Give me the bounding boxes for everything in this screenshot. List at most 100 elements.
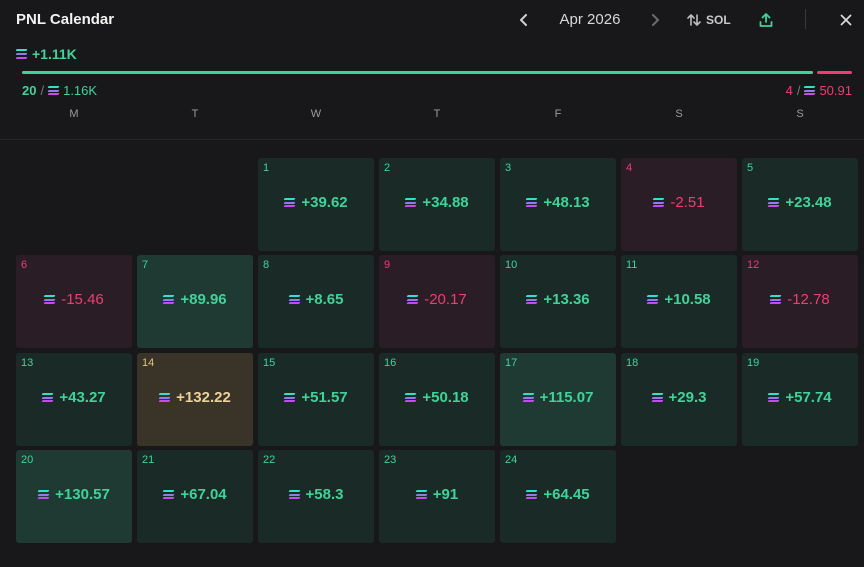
close-icon (840, 14, 852, 26)
day-cell[interactable]: 4 -2.51 (621, 158, 737, 251)
day-pnl: +130.57 (16, 486, 132, 503)
day-pnl-value: +8.65 (305, 291, 344, 308)
weekday-label: T (433, 108, 441, 120)
sol-icon (651, 392, 663, 403)
day-cell[interactable]: 16 +50.18 (379, 353, 495, 446)
day-pnl: -20.17 (379, 291, 495, 308)
day-cell[interactable]: 20 +130.57 (16, 450, 132, 543)
day-cell[interactable]: 13 +43.27 (16, 353, 132, 446)
sol-icon (525, 294, 538, 305)
sol-icon (404, 392, 417, 403)
day-cell[interactable]: 19 +57.74 (742, 353, 858, 446)
total-pnl-value: +1.11K (32, 46, 77, 62)
sol-icon (652, 197, 665, 208)
day-pnl: +51.57 (258, 389, 374, 406)
day-pnl: -2.51 (621, 194, 737, 211)
day-number: 8 (263, 259, 270, 271)
day-cell[interactable]: 2 +34.88 (379, 158, 495, 251)
sol-icon (767, 392, 780, 403)
day-cell[interactable]: 24 +64.45 (500, 450, 616, 543)
prev-month-button[interactable] (514, 10, 534, 30)
chevron-right-icon (652, 14, 659, 26)
day-pnl: +57.74 (742, 389, 858, 406)
sol-icon (37, 489, 50, 500)
day-pnl-value: -15.46 (61, 291, 104, 308)
close-button[interactable] (835, 9, 857, 31)
day-pnl: +48.13 (500, 194, 616, 211)
day-pnl-value: -12.78 (787, 291, 830, 308)
sol-icon (283, 392, 296, 403)
day-pnl: +58.3 (258, 486, 374, 503)
day-cell[interactable]: 8 +8.65 (258, 255, 374, 348)
day-number: 23 (384, 454, 397, 466)
day-cell[interactable]: 5 +23.48 (742, 158, 858, 251)
day-pnl: +43.27 (16, 389, 132, 406)
sol-icon (646, 294, 659, 305)
loss-summary: 4 / 50.91 (786, 83, 852, 98)
day-number: 2 (384, 162, 391, 174)
day-number: 15 (263, 357, 276, 369)
day-pnl-value: +34.88 (422, 194, 469, 211)
next-month-button[interactable] (645, 10, 665, 30)
day-pnl-value: +115.07 (539, 389, 594, 406)
day-pnl: +10.58 (621, 291, 737, 308)
header: PNL Calendar Apr 2026 SOL (0, 0, 864, 40)
weekday-label: M (69, 108, 79, 120)
day-cell[interactable]: 10 +13.36 (500, 255, 616, 348)
weekday-label: T (191, 108, 199, 120)
day-cell[interactable]: 9 -20.17 (379, 255, 495, 348)
day-cell[interactable]: 7 +89.96 (137, 255, 253, 348)
day-pnl-value: +89.96 (180, 291, 227, 308)
day-pnl: +91 (379, 486, 495, 503)
day-pnl: +23.48 (742, 194, 858, 211)
day-number: 9 (384, 259, 391, 271)
currency-toggle[interactable]: SOL (686, 10, 731, 30)
day-pnl-value: +10.58 (664, 291, 711, 308)
day-pnl-value: +50.18 (422, 389, 469, 406)
day-cell[interactable]: 14 +132.22 (137, 353, 253, 446)
day-number: 4 (626, 162, 633, 174)
sol-icon (769, 294, 782, 305)
sol-icon (525, 197, 538, 208)
day-pnl-value: +43.27 (59, 389, 106, 406)
share-button[interactable] (755, 9, 777, 31)
day-cell[interactable]: 12 -12.78 (742, 255, 858, 348)
sort-icon (687, 14, 701, 26)
day-cell[interactable]: 18 +29.3 (621, 353, 737, 446)
win-ratio-bar (22, 71, 813, 74)
chevron-left-icon (520, 14, 527, 26)
day-number: 24 (505, 454, 518, 466)
weekday-label: W (310, 108, 322, 120)
day-cell[interactable]: 1 +39.62 (258, 158, 374, 251)
loss-ratio-bar (817, 71, 852, 74)
day-cell[interactable]: 23 +91 (379, 450, 495, 543)
day-number: 21 (142, 454, 155, 466)
page-title: PNL Calendar (16, 11, 115, 28)
weekday-label: S (675, 108, 683, 120)
loss-days-count: 4 (785, 83, 793, 98)
day-cell[interactable]: 15 +51.57 (258, 353, 374, 446)
sol-icon (162, 489, 175, 500)
day-pnl: +132.22 (137, 389, 253, 406)
day-number: 10 (505, 259, 518, 271)
sol-icon (288, 294, 300, 305)
day-cell[interactable]: 21 +67.04 (137, 450, 253, 543)
day-pnl: +50.18 (379, 389, 495, 406)
day-cell[interactable]: 17 +115.07 (500, 353, 616, 446)
weekday-label: S (796, 108, 804, 120)
day-pnl-value: +13.36 (543, 291, 590, 308)
day-cell[interactable]: 11 +10.58 (621, 255, 737, 348)
total-pnl: +1.11K (15, 46, 77, 62)
win-summary: 20 / 1.16K (22, 83, 97, 98)
day-number: 11 (626, 259, 638, 271)
day-number: 17 (505, 357, 518, 369)
win-amount: 1.16K (63, 83, 98, 98)
day-cell[interactable]: 6 -15.46 (16, 255, 132, 348)
day-cell[interactable]: 22 +58.3 (258, 450, 374, 543)
day-pnl: +115.07 (500, 389, 616, 406)
day-cell[interactable]: 3 +48.13 (500, 158, 616, 251)
day-pnl: +29.3 (621, 389, 737, 406)
day-pnl-value: +23.48 (785, 194, 832, 211)
day-pnl-value: +130.57 (55, 486, 110, 503)
sol-icon (525, 489, 538, 500)
